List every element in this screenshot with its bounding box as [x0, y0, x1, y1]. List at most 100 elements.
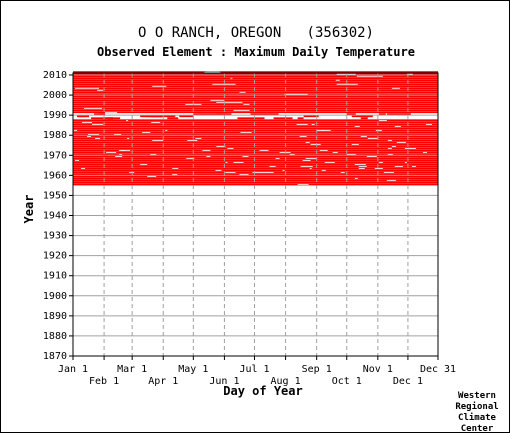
missing-days-gap — [227, 148, 234, 149]
year-record-bar — [73, 93, 438, 96]
year-record-bar — [73, 119, 438, 122]
sparse-record-segment — [91, 117, 114, 120]
year-record-bar — [73, 165, 438, 168]
missing-days-gap — [172, 174, 178, 176]
missing-days-gap — [378, 162, 383, 163]
missing-days-gap — [240, 132, 252, 133]
missing-days-gap — [127, 138, 130, 139]
missing-days-gap — [396, 142, 406, 143]
y-tick-label: 1950 — [43, 190, 67, 201]
year-record-bar — [73, 129, 438, 132]
x-tick-label: Apr 1 — [148, 376, 178, 387]
year-record-bar — [73, 89, 438, 92]
missing-days-gap — [404, 148, 416, 149]
missing-days-gap — [210, 99, 225, 101]
year-record-bar — [73, 125, 438, 128]
year-record-bar — [73, 135, 438, 138]
missing-days-gap — [126, 119, 129, 121]
missing-days-gap — [316, 130, 324, 131]
missing-days-gap — [239, 91, 246, 93]
missing-days-gap — [119, 154, 123, 155]
year-record-bar — [73, 97, 438, 100]
year-record-bar — [73, 133, 438, 136]
missing-days-gap — [302, 160, 311, 161]
missing-days-gap — [311, 124, 315, 125]
missing-days-gap — [212, 83, 236, 85]
year-record-bar — [73, 137, 438, 140]
missing-days-gap — [309, 168, 312, 169]
missing-days-gap — [335, 79, 340, 81]
x-tick-label: Jun 1 — [209, 376, 239, 387]
missing-days-gap — [289, 154, 295, 155]
plot-frame — [72, 72, 439, 357]
missing-days-gap — [150, 154, 157, 155]
missing-days-gap — [106, 152, 117, 153]
missing-days-gap — [305, 158, 317, 159]
year-record-bar — [73, 81, 438, 84]
x-tick-label: Dec 1 — [393, 376, 423, 387]
missing-days-gap — [391, 146, 396, 147]
x-tick-label: Jul 1 — [239, 364, 269, 375]
sparse-record-segment — [360, 117, 368, 120]
missing-days-gap — [172, 168, 179, 169]
missing-days-gap — [215, 170, 222, 171]
missing-days-gap — [115, 156, 123, 157]
missing-days-gap — [282, 170, 285, 171]
year-record-bar — [73, 107, 438, 110]
x-tick-label: Mar 1 — [117, 364, 147, 375]
missing-days-gap — [367, 138, 378, 139]
missing-days-gap — [119, 150, 126, 151]
x-tick-label: Nov 1 — [363, 364, 393, 375]
missing-days-gap — [140, 164, 148, 165]
missing-days-gap — [297, 184, 309, 186]
x-tick-label: Dec 31 — [420, 364, 456, 375]
year-record-bar — [73, 127, 438, 130]
year-record-bar — [73, 149, 438, 152]
missing-days-gap — [87, 136, 92, 137]
missing-days-gap — [105, 111, 118, 113]
y-tick-label: 1980 — [43, 130, 67, 141]
missing-days-gap — [387, 140, 392, 141]
missing-days-gap — [319, 150, 328, 151]
missing-days-gap — [346, 154, 356, 155]
missing-days-gap — [242, 156, 249, 157]
missing-days-gap — [305, 142, 310, 143]
sparse-record-segment — [351, 115, 373, 118]
sparse-record-segment — [303, 115, 319, 118]
year-record-bar — [73, 167, 438, 170]
year-record-bar — [73, 85, 438, 88]
missing-days-gap — [95, 138, 101, 139]
missing-days-gap — [378, 119, 387, 121]
missing-days-gap — [351, 144, 359, 145]
missing-days-gap — [259, 150, 269, 151]
sparse-record-segment — [193, 113, 223, 116]
year-record-bar — [73, 181, 438, 184]
x-tick-label: Aug 1 — [271, 376, 301, 387]
missing-days-gap — [354, 164, 366, 165]
missing-days-gap — [202, 150, 211, 151]
x-tick-label: May 1 — [178, 364, 208, 375]
missing-days-gap — [142, 132, 151, 133]
missing-days-gap — [358, 166, 367, 167]
missing-days-gap — [394, 166, 403, 167]
credit-block: Western Regional Climate Center — [447, 391, 507, 432]
missing-days-gap — [187, 140, 198, 141]
sparse-record-segment — [108, 117, 121, 120]
x-tick-label: Oct 1 — [332, 376, 362, 387]
missing-days-gap — [336, 73, 356, 75]
y-tick-label: 1890 — [43, 311, 67, 322]
year-record-bar — [73, 101, 438, 104]
y-tick-label: 1990 — [43, 110, 67, 121]
y-tick-label: 1910 — [43, 271, 67, 282]
year-record-bar — [73, 131, 438, 134]
missing-days-gap — [216, 146, 222, 147]
sparse-record-segment — [378, 113, 386, 116]
year-record-bar — [73, 143, 438, 146]
sparse-record-segment — [237, 117, 265, 120]
missing-days-gap — [88, 134, 100, 135]
data-records — [73, 71, 438, 186]
missing-days-gap — [299, 136, 307, 137]
missing-days-gap — [81, 168, 86, 169]
year-record-bar — [73, 179, 438, 182]
